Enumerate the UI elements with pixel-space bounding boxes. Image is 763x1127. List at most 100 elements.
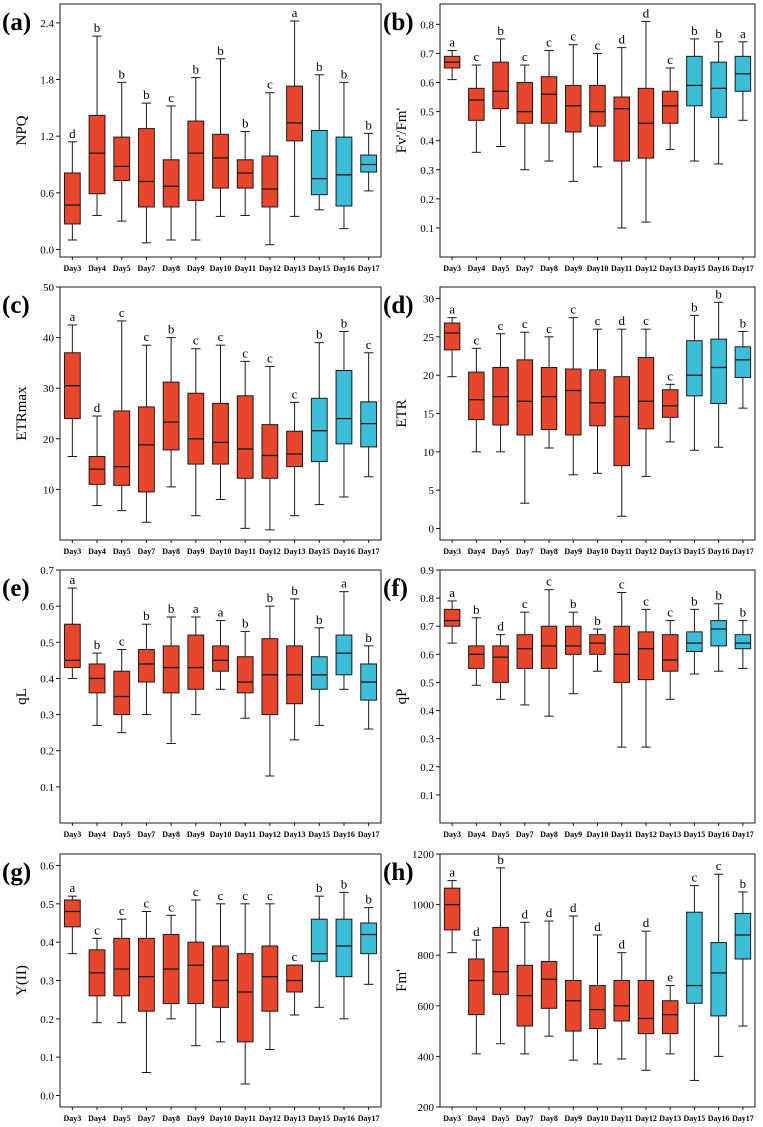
box-Day16: b Day16 bbox=[333, 66, 355, 273]
box-Day9: d Day9 bbox=[564, 900, 582, 1123]
box-Day7: c Day7 bbox=[516, 316, 534, 556]
significance-letter: d bbox=[618, 32, 625, 47]
box-Day13: a Day13 bbox=[284, 5, 306, 273]
y-tick-label: 1200 bbox=[412, 849, 435, 861]
box-iqr bbox=[236, 656, 254, 694]
y-tick-label: 0.4 bbox=[40, 937, 54, 949]
x-tick-label: Day5 bbox=[113, 830, 131, 839]
significance-letter: d bbox=[618, 313, 625, 328]
box-iqr bbox=[236, 953, 254, 1043]
x-tick-label: Day5 bbox=[113, 547, 131, 556]
box-Day5: d Day5 bbox=[492, 619, 510, 839]
x-tick-label: Day3 bbox=[63, 830, 81, 839]
box-iqr bbox=[661, 90, 679, 124]
x-tick-label: Day9 bbox=[187, 547, 205, 556]
x-tick-label: Day12 bbox=[259, 547, 281, 556]
significance-letter: c bbox=[119, 903, 125, 918]
x-tick-label: Day16 bbox=[333, 1114, 355, 1123]
x-tick-label: Day3 bbox=[443, 830, 461, 839]
y-tick-label: 0.6 bbox=[420, 78, 434, 90]
box-Day11: c Day11 bbox=[235, 888, 256, 1123]
panel-2: (b) Fv'/Fm' 0.1 0.2 0.3 0.4 0.5 0.6 0.7 0.8 a Day3 c… bbox=[383, 3, 756, 273]
box-iqr bbox=[187, 392, 205, 465]
significance-letter: c bbox=[570, 29, 576, 44]
significance-letter: d bbox=[497, 619, 504, 634]
box-iqr bbox=[710, 61, 727, 118]
significance-letter: d bbox=[94, 400, 101, 415]
significance-letter: c bbox=[242, 345, 248, 360]
significance-letter: b bbox=[497, 23, 504, 38]
box-Day7: c Day7 bbox=[516, 49, 534, 273]
significance-letter: c bbox=[144, 329, 150, 344]
y-tick-label: 0.7 bbox=[420, 621, 434, 633]
y-tick-label: 20 bbox=[43, 434, 55, 446]
box-Day3: a Day3 bbox=[63, 880, 81, 1123]
box-iqr bbox=[63, 172, 81, 225]
box-Day16: b Day16 bbox=[708, 588, 730, 839]
significance-letter: b bbox=[740, 315, 747, 330]
significance-letter: b bbox=[691, 23, 698, 38]
box-iqr bbox=[516, 634, 534, 669]
x-tick-label: Day7 bbox=[138, 547, 156, 556]
box-iqr bbox=[661, 634, 679, 672]
box-iqr bbox=[162, 381, 180, 451]
y-tick-label: 0.4 bbox=[420, 706, 434, 718]
significance-letter: c bbox=[193, 333, 199, 348]
box-Day11: b Day11 bbox=[235, 615, 256, 839]
significance-letter: b bbox=[94, 20, 101, 35]
significance-letter: b bbox=[316, 612, 323, 627]
box-iqr bbox=[540, 367, 558, 431]
box-Day16: b Day16 bbox=[708, 26, 730, 273]
x-tick-label: Day8 bbox=[162, 264, 180, 273]
significance-letter: d bbox=[522, 906, 529, 921]
panel-5: (e) qL 0.1 0.2 0.3 0.4 0.5 0.6 0.7 a Day3 b Day4 c Day… bbox=[2, 565, 382, 839]
y-axis-label: ETRmax bbox=[14, 386, 30, 441]
x-tick-label: Day11 bbox=[611, 264, 632, 273]
box-iqr bbox=[335, 369, 353, 445]
box-iqr bbox=[637, 980, 655, 1035]
box-Day17: b Day17 bbox=[358, 117, 380, 273]
box-Day12: c Day12 bbox=[259, 77, 281, 273]
significance-letter: c bbox=[546, 574, 552, 589]
box-Day8: c Day8 bbox=[162, 899, 180, 1123]
significance-letter: c bbox=[267, 350, 273, 365]
x-tick-label: Day4 bbox=[467, 1114, 485, 1123]
x-tick-label: Day5 bbox=[113, 264, 131, 273]
x-tick-label: Day15 bbox=[684, 264, 706, 273]
significance-letter: a bbox=[69, 309, 75, 324]
y-tick-label: 0.7 bbox=[420, 48, 434, 60]
box-Day10: d Day10 bbox=[587, 919, 609, 1123]
box-Day7: c Day7 bbox=[138, 896, 156, 1124]
box-Day15: b Day15 bbox=[308, 880, 330, 1123]
x-tick-label: Day15 bbox=[308, 264, 330, 273]
y-tick-label: 0.3 bbox=[40, 710, 54, 722]
panel-3: (c) ETRmax 10 20 30 40 50 a Day3 d Day4 c Day5 c Day7 b… bbox=[2, 282, 382, 556]
panel-7: (g)Y(II)0.00.10.20.30.40.50.6aDay3cDay4c… bbox=[2, 853, 382, 1124]
significance-letter: b bbox=[715, 26, 722, 41]
box-iqr bbox=[468, 645, 485, 669]
x-tick-label: Day10 bbox=[587, 830, 609, 839]
significance-letter: b bbox=[365, 892, 372, 907]
significance-letter: b bbox=[341, 66, 348, 81]
significance-letter: a bbox=[341, 576, 347, 591]
box-iqr bbox=[589, 369, 606, 427]
x-tick-label: Day17 bbox=[358, 1114, 380, 1123]
panel-label: (h) bbox=[383, 859, 414, 886]
box-iqr bbox=[589, 634, 606, 655]
box-Day9: c Day9 bbox=[564, 302, 582, 556]
significance-letter: a bbox=[292, 5, 298, 20]
significance-letter: c bbox=[716, 858, 722, 873]
significance-letter: c bbox=[643, 313, 649, 328]
y-tick-label: 0.4 bbox=[40, 673, 54, 685]
box-iqr bbox=[138, 937, 155, 1012]
y-tick-label: 0.6 bbox=[40, 188, 54, 200]
x-tick-label: Day4 bbox=[467, 830, 485, 839]
plot-frame bbox=[59, 286, 382, 541]
y-tick-label: 0.1 bbox=[40, 1052, 54, 1064]
x-tick-label: Day7 bbox=[138, 1114, 156, 1123]
box-iqr bbox=[565, 84, 582, 133]
box-Day17: b Day17 bbox=[732, 605, 754, 839]
x-tick-label: Day17 bbox=[732, 830, 754, 839]
box-iqr bbox=[360, 154, 378, 173]
significance-letter: b bbox=[217, 43, 224, 58]
